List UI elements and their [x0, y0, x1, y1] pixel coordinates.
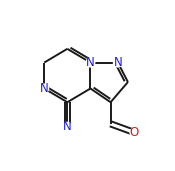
- Text: N: N: [40, 82, 49, 95]
- Circle shape: [86, 58, 95, 67]
- Text: N: N: [86, 56, 95, 69]
- Text: O: O: [130, 126, 139, 139]
- Text: N: N: [113, 56, 122, 69]
- Circle shape: [114, 58, 122, 67]
- Circle shape: [40, 84, 49, 93]
- Circle shape: [130, 128, 139, 137]
- Text: N: N: [63, 120, 72, 133]
- Circle shape: [63, 122, 72, 131]
